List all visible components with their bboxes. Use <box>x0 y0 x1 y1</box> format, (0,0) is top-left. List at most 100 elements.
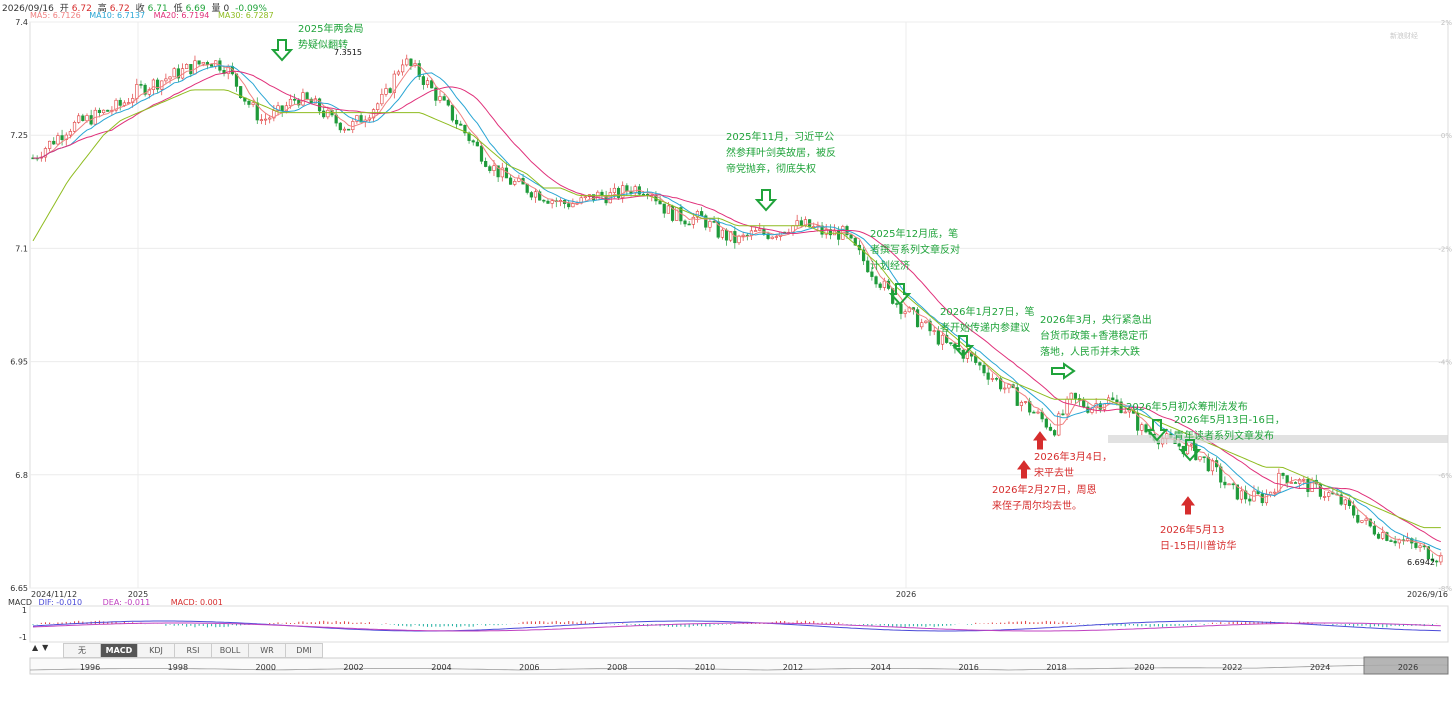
candle-body <box>729 231 733 241</box>
candle-body <box>313 98 318 104</box>
arrow-down-icon <box>270 39 294 62</box>
candle-body <box>155 79 160 90</box>
candle-body <box>878 283 882 288</box>
macd-dea: DEA: -0.011 <box>102 598 151 607</box>
candle-body <box>189 64 193 75</box>
candle-body <box>874 276 878 285</box>
candle-body <box>72 122 77 132</box>
candle-body <box>982 364 986 374</box>
tab-kdj[interactable]: KDJ <box>138 643 175 658</box>
candle-body <box>1053 430 1057 436</box>
ma5-label: MA5: 6.7126 <box>30 11 81 20</box>
tab-none[interactable]: 无 <box>63 643 101 658</box>
candle-body <box>322 110 326 118</box>
navigator-year: 2026 <box>1398 663 1418 672</box>
candle-body <box>280 105 284 112</box>
ma30-label: MA30: 6.7287 <box>217 11 274 20</box>
candle-body <box>1115 399 1119 403</box>
candle-body <box>56 135 60 145</box>
macd-histogram <box>32 620 1442 632</box>
navigator-year: 2014 <box>871 663 891 672</box>
candle-body <box>102 109 106 113</box>
candle-body <box>1426 546 1430 560</box>
candle-body <box>52 140 56 145</box>
candle-body <box>538 191 542 201</box>
candle-body <box>1364 518 1368 521</box>
arrow-down-icon <box>1145 419 1169 442</box>
navigator-years: 1996 1998 2000 2002 2004 2006 2008 2010 2012 2014… <box>80 663 1418 672</box>
candle-body <box>347 128 351 131</box>
arrow-up-icon <box>1033 431 1047 450</box>
macd-dif-line <box>32 620 1441 632</box>
annotation-line: 落地，人民币并未大跌 <box>1040 347 1140 358</box>
arrow-up-icon[interactable]: ▲ <box>32 643 39 652</box>
candle-body <box>1260 493 1264 504</box>
candle-body <box>338 122 342 131</box>
candle-body <box>205 62 210 65</box>
candle-body <box>940 334 945 345</box>
annotation-arrows <box>270 39 1202 515</box>
navigator-selection[interactable] <box>1363 656 1449 675</box>
high-value: 6.72 <box>109 4 130 14</box>
candle-body <box>1082 399 1086 408</box>
tab-boll[interactable]: BOLL <box>212 643 249 658</box>
candle-body <box>1418 545 1422 548</box>
annotation-2026-05-13-16: 2026年5月13日-16日， 青年读者系列文章发布 <box>1174 413 1285 445</box>
candle-body <box>305 92 309 100</box>
candle-body <box>450 104 455 121</box>
candle-body <box>1065 398 1069 415</box>
navigator-year: 2018 <box>1046 663 1066 672</box>
candle-body <box>1322 496 1327 498</box>
main-plot-frame <box>29 21 1449 589</box>
candle-body <box>185 64 189 69</box>
candle-body <box>68 131 72 136</box>
annotation-line: 2025年12月底，笔 <box>870 229 959 240</box>
candle-body <box>239 86 243 99</box>
candle-body <box>849 234 853 239</box>
y-tick-label: 7.1 <box>15 244 28 253</box>
y-tick-pct: -8% <box>1438 585 1452 593</box>
candle-body <box>1339 494 1343 505</box>
candle-body <box>1376 533 1381 539</box>
candle-body <box>754 230 758 232</box>
annotation-2025-12: 2025年12月底，笔 者撰写系列文章反对 计划经济 <box>870 227 960 275</box>
candle-body <box>247 100 251 105</box>
candle-body <box>616 187 621 198</box>
candle-body <box>293 98 297 101</box>
candle-body <box>741 234 745 237</box>
candle-body <box>700 211 704 217</box>
candle-body <box>359 115 363 123</box>
candle-body <box>396 71 401 75</box>
candle-body <box>1140 424 1144 431</box>
tab-macd[interactable]: MACD <box>101 643 138 658</box>
candle-body <box>60 135 64 140</box>
tab-rsi[interactable]: RSI <box>175 643 212 658</box>
candle-body <box>691 216 695 225</box>
candle-body <box>425 80 430 85</box>
candle-body <box>1352 505 1356 516</box>
macd-axis-top: 1 <box>22 606 27 615</box>
pane-arrows: ▲ ▼ <box>32 643 64 657</box>
annotation-line: 帝党抛弃，彻底失权 <box>726 164 816 175</box>
candle-body <box>1430 558 1435 562</box>
candle-body <box>1277 472 1281 493</box>
candle-body <box>81 115 85 121</box>
macd-dif: DIF: -0.010 <box>38 598 83 607</box>
candle-body <box>417 63 421 77</box>
arrow-down-icon[interactable]: ▼ <box>42 643 49 652</box>
y-tick-label: 6.8 <box>15 471 28 480</box>
ma20-label: MA20: 6.7194 <box>153 11 210 20</box>
candle-body <box>1385 532 1389 541</box>
tab-dmi[interactable]: DMI <box>286 643 323 658</box>
candle-body <box>1239 490 1244 500</box>
candle-body <box>774 236 778 238</box>
annotation-2026-05-early: 2026年5月初众筹刑法发布 <box>1126 400 1248 416</box>
annotation-line: 青年读者系列文章发布 <box>1174 431 1274 442</box>
candle-body <box>85 115 89 121</box>
candle-body <box>176 68 180 79</box>
candle-body <box>1422 545 1426 548</box>
candle-body <box>1248 498 1252 502</box>
candle-body <box>122 102 126 106</box>
tab-wr[interactable]: WR <box>249 643 286 658</box>
candle-body <box>895 303 899 305</box>
